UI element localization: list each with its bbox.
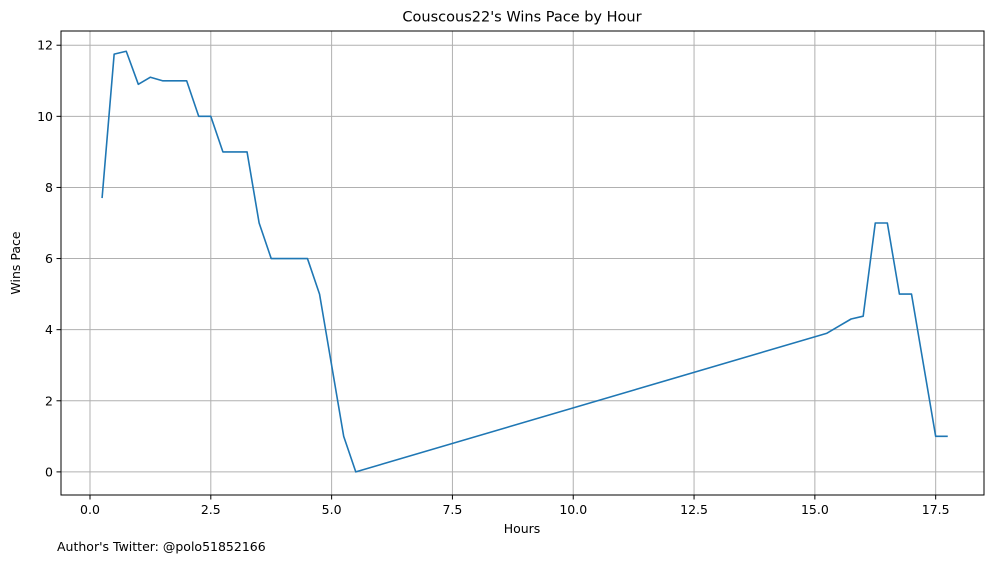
y-tick-label: 8 (45, 180, 53, 195)
y-axis-label: Wins Pace (8, 231, 23, 294)
x-tick-label: 17.5 (922, 502, 950, 517)
x-tick-label: 7.5 (442, 502, 462, 517)
y-tick-label: 12 (37, 38, 53, 53)
x-tick-label: 5.0 (322, 502, 342, 517)
x-tick-label: 0.0 (80, 502, 100, 517)
ticks: 0.0 2.5 5.0 7.5 10.0 12.5 15.0 17.5 0 2 4 6 8 10 12 (37, 38, 950, 517)
x-tick-label: 2.5 (201, 502, 221, 517)
x-axis-label: Hours (504, 521, 541, 536)
footer-credit: Author's Twitter: @polo51852166 (57, 539, 266, 554)
chart-title: Couscous22's Wins Pace by Hour (402, 10, 641, 26)
y-tick-label: 6 (45, 251, 53, 266)
y-tick-label: 4 (45, 322, 53, 337)
grid (61, 31, 984, 495)
plot-frame (60, 30, 985, 496)
y-tick-label: 10 (37, 109, 53, 124)
x-tick-label: 12.5 (680, 502, 708, 517)
y-tick-label: 2 (45, 393, 53, 408)
x-tick-label: 10.0 (559, 502, 587, 517)
y-tick-label: 0 (45, 464, 53, 479)
x-tick-label: 15.0 (801, 502, 829, 517)
series-line (101, 50, 948, 473)
